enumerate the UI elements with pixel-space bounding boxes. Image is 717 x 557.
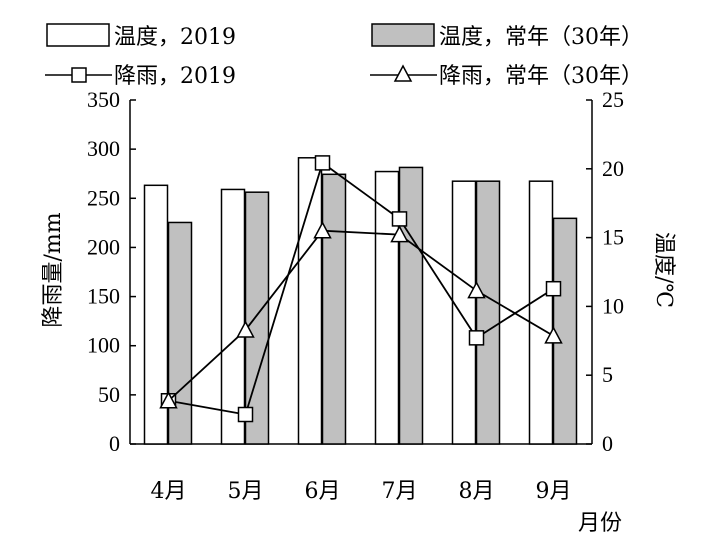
marker-rain-normal xyxy=(313,221,332,239)
marker-rain-normal xyxy=(467,281,486,299)
bar-temp-normal xyxy=(475,180,501,445)
marker-rain-normal xyxy=(236,320,255,338)
right-tick-label: 15 xyxy=(602,225,624,250)
x-tick-label: 8月 xyxy=(459,479,495,504)
line-rain-normal xyxy=(167,229,554,402)
marker-rain-2019 xyxy=(391,211,408,227)
left-tick-label: 150 xyxy=(87,284,120,309)
legend-item-rain-normal: 降雨，常年（30年） xyxy=(370,64,643,89)
left-axis-label: 降雨量/mm xyxy=(41,212,66,327)
left-tick-label: 0 xyxy=(109,431,120,456)
axes: 0 50 100 150 200 250 300 350 0 5 10 15 20 25 xyxy=(87,87,624,456)
bar-temp-2019 xyxy=(143,184,169,445)
left-tick-label: 300 xyxy=(87,136,120,161)
legend: 温度，2019 降雨，2019 温度，常年（30年） 降雨，2019 降雨，常年… xyxy=(45,23,643,89)
legend-swatch-temp-2019 xyxy=(46,23,110,47)
left-tick-label: 50 xyxy=(98,382,120,407)
x-tick-label: 7月 xyxy=(382,479,418,504)
marker-rain-normal xyxy=(544,326,563,344)
bar-temp-2019 xyxy=(297,157,323,445)
bars xyxy=(143,157,578,445)
x-tick-label: 5月 xyxy=(228,479,264,504)
bar-temp-2019 xyxy=(220,188,246,445)
legend-label-rain-2019: 降雨，2019 xyxy=(114,64,236,89)
left-tick-label: 100 xyxy=(87,333,120,358)
marker-rain-normal xyxy=(159,391,178,409)
legend-item-temp-2019: 温度，2019 xyxy=(46,23,236,50)
legend-swatch-temp-normal xyxy=(371,23,435,47)
x-tick-label: 4月 xyxy=(151,479,187,504)
right-tick-label: 5 xyxy=(602,362,613,387)
lines xyxy=(159,155,563,423)
right-tick-label: 20 xyxy=(602,156,624,181)
right-tick-label: 10 xyxy=(602,293,624,318)
x-tick-label: 9月 xyxy=(536,479,572,504)
marker-rain-2019 xyxy=(237,406,254,423)
right-tick-label: 25 xyxy=(602,87,624,112)
legend-item-temp-normal: 降雨，2019 温度，常年（30年） xyxy=(371,23,643,50)
bar-temp-2019 xyxy=(451,180,477,445)
marker-rain-2019 xyxy=(314,155,331,171)
bar-temp-normal xyxy=(321,173,347,445)
bar-temp-normal xyxy=(244,191,270,445)
right-axis-label: 温度/℃ xyxy=(651,232,676,308)
bar-temp-2019 xyxy=(528,180,554,445)
line-rain-2019 xyxy=(168,161,554,416)
x-tick-label: 6月 xyxy=(305,479,341,504)
marker-rain-2019 xyxy=(468,330,485,346)
legend-marker-square xyxy=(71,67,87,83)
x-tick-labels: 4月 5月 6月 7月 8月 9月 xyxy=(151,479,572,504)
legend-item-rain-2019: 降雨，2019 xyxy=(45,64,236,89)
legend-label-temp-normal-text: 温度，常年（30年） xyxy=(439,25,643,50)
left-tick-label: 250 xyxy=(87,185,120,210)
legend-label-rain-normal: 降雨，常年（30年） xyxy=(439,64,643,89)
bar-temp-normal xyxy=(398,166,424,445)
bar-temp-normal xyxy=(552,217,578,445)
marker-rain-2019 xyxy=(545,280,562,297)
legend-marker-triangle xyxy=(393,64,413,82)
right-tick-label: 0 xyxy=(602,431,613,456)
bar-temp-normal xyxy=(167,221,193,445)
marker-rain-normal xyxy=(390,225,409,243)
left-tick-label: 350 xyxy=(87,87,120,112)
x-axis-label: 月份 xyxy=(578,511,622,536)
legend-label-temp-2019: 温度，2019 xyxy=(114,25,236,50)
left-tick-label: 200 xyxy=(87,234,120,259)
